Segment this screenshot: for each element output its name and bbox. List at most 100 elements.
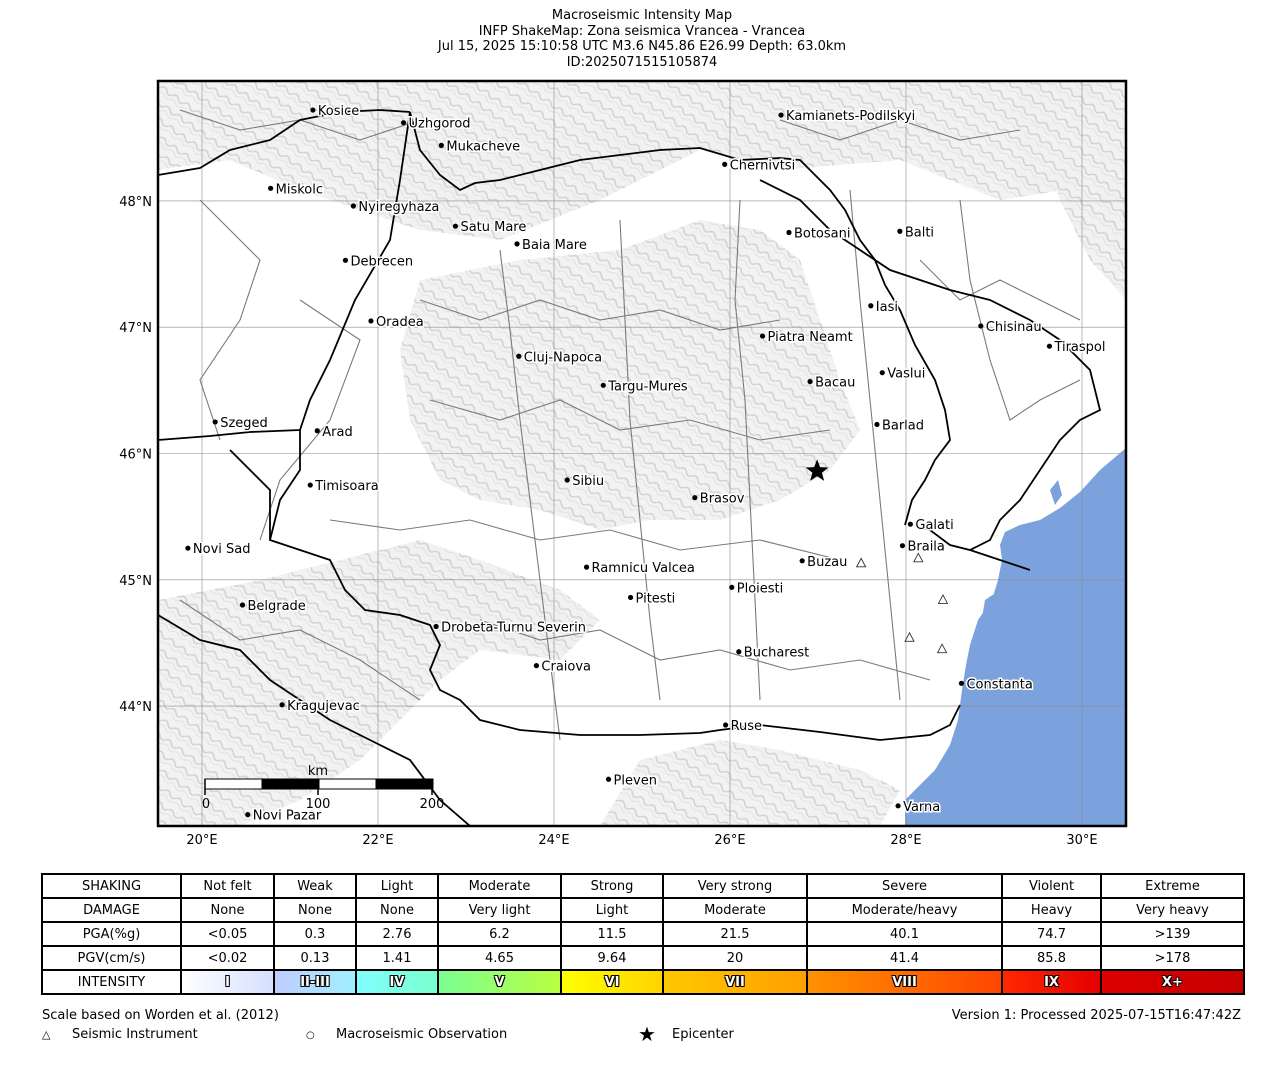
city-dot-icon	[874, 421, 880, 428]
city-dot-icon	[729, 584, 735, 590]
city-dot-icon	[400, 120, 407, 126]
legend-row-header: INTENSITY	[41, 969, 182, 995]
legend-macroseismic-observation: ○ Macroseismic Observation	[306, 1027, 507, 1042]
circle-icon: ○	[306, 1030, 315, 1041]
city-label: Braila	[907, 540, 944, 555]
gridlines	[158, 81, 1126, 826]
city-dot-icon	[212, 419, 218, 425]
city-dot-icon	[342, 257, 349, 263]
city-dot-icon	[879, 370, 885, 376]
city-dot-icon	[1046, 343, 1053, 349]
city-botosani: Botosani	[786, 225, 852, 243]
legend-cell: Moderate/heavy	[806, 897, 1003, 923]
city-mukacheve: Mukacheve	[438, 138, 522, 156]
city-pleven: Pleven	[605, 772, 658, 790]
legend-row-header: SHAKING	[41, 873, 182, 899]
city-dot-icon	[564, 477, 570, 483]
legend-cell: >139	[1100, 921, 1245, 947]
legend-cell: Extreme	[1100, 873, 1245, 899]
intensity-cell: IV	[355, 969, 439, 995]
city-dot-icon	[868, 303, 874, 309]
legend-cell: Light	[560, 897, 664, 923]
intensity-cell: V	[437, 969, 562, 995]
city-label: Chernivtsi	[730, 158, 795, 173]
seismic-instrument-triangle-icon	[904, 631, 915, 642]
city-balti: Balti	[897, 224, 936, 242]
legend-row-header: DAMAGE	[41, 897, 182, 923]
city-label: Baia Mare	[522, 238, 587, 253]
city-buzau: Buzau	[799, 553, 849, 571]
city-timisoara: Timisoara	[307, 478, 380, 496]
city-belgrade: Belgrade	[239, 598, 307, 616]
city-dot-icon	[310, 107, 316, 113]
title-line-2: INFP ShakeMap: Zona seismica Vrancea - V…	[478, 23, 806, 39]
seismic-instruments	[855, 552, 949, 654]
city-ploiesti: Ploiesti	[729, 580, 785, 598]
city-dot-icon	[368, 318, 374, 324]
legend-cell: 6.2	[437, 921, 562, 947]
legend-cell: 40.1	[806, 921, 1003, 947]
danube-delta	[980, 590, 1010, 630]
city-label: Novi Pazar	[253, 809, 322, 824]
lat-tick-label: 44°N	[119, 700, 152, 715]
coastal-lagoon	[1050, 480, 1062, 505]
city-vaslui: Vaslui	[879, 365, 927, 383]
city-dot-icon	[438, 142, 444, 148]
city-label: Uzhgorod	[409, 117, 471, 132]
title-line-4: ID:2025071515105874	[566, 54, 718, 70]
legend-cell: None	[355, 897, 439, 923]
star-icon: ★	[638, 1022, 656, 1046]
city-label: Arad	[322, 425, 352, 440]
legend-cell: Moderate	[437, 873, 562, 899]
city-label: Kosice	[318, 104, 359, 119]
lat-tick-label: 48°N	[119, 195, 152, 210]
legend-cell: Strong	[560, 873, 664, 899]
lat-tick-label: 47°N	[119, 321, 152, 336]
axis-ticks: 20°E 22°E 24°E 26°E 28°E 30°E 48°N 47°N 46°N 45°N…	[119, 195, 1097, 848]
legend-cell: <0.02	[180, 945, 275, 971]
city-pitesti: Pitesti	[627, 590, 677, 608]
city-dot-icon	[452, 223, 459, 229]
legend-row-intensity: INTENSITY I II-III IV V VI VII VIII IX X+	[41, 969, 1245, 995]
seismic-instrument-triangle-icon	[913, 552, 924, 563]
legend-row-header: PGV(cm/s)	[41, 945, 182, 971]
city-label: Balti	[905, 225, 934, 240]
city-dot-icon	[605, 776, 612, 782]
city-drobeta-turnu-severin: Drobeta-Turnu Severin	[433, 619, 587, 637]
intensity-cell: VIII	[806, 969, 1003, 995]
city-label: Buzau	[807, 555, 847, 570]
lon-tick-label: 24°E	[538, 833, 569, 848]
black-sea	[905, 448, 1126, 826]
city-dot-icon	[245, 812, 251, 818]
city-novi-sad: Novi Sad	[185, 541, 252, 559]
seismic-instrument-triangle-icon	[936, 643, 948, 654]
legend-cell: 11.5	[560, 921, 664, 947]
city-barlad: Barlad	[874, 417, 926, 435]
city-dot-icon	[799, 558, 805, 564]
city-cluj-napoca: Cluj-Napoca	[516, 349, 604, 367]
lon-tick-label: 28°E	[890, 833, 921, 848]
intensity-cell: VI	[560, 969, 664, 995]
city-tiraspol: Tiraspol	[1046, 339, 1107, 357]
city-targu-mures: Targu-Mures	[600, 378, 689, 396]
city-label: Cluj-Napoca	[524, 350, 602, 365]
city-label: Szeged	[220, 416, 268, 431]
city-label: Ploiesti	[737, 581, 784, 596]
legend-cell: 85.8	[1001, 945, 1102, 971]
city-label: Mukacheve	[446, 139, 520, 154]
city-chisinau: Chisinau	[978, 318, 1043, 336]
map-frame	[156, 79, 1128, 828]
city-label: Nyiregyhaza	[358, 200, 439, 215]
city-dot-icon	[958, 680, 965, 686]
legend-cell: Weak	[273, 873, 357, 899]
legend-cell: 0.3	[273, 921, 357, 947]
city-label: Brasov	[700, 492, 745, 507]
city-label: Kamianets-Podilskyi	[786, 109, 915, 124]
city-galati: Galati	[907, 517, 955, 535]
legend-cell: 20	[662, 945, 808, 971]
title-line-3: Jul 15, 2025 15:10:58 UTC M3.6 N45.86 E2…	[437, 39, 847, 54]
legend-cell: None	[180, 897, 275, 923]
city-brasov: Brasov	[692, 490, 746, 508]
city-constanta: Constanta	[958, 676, 1034, 694]
seismic-instrument-triangle-icon	[937, 594, 949, 604]
